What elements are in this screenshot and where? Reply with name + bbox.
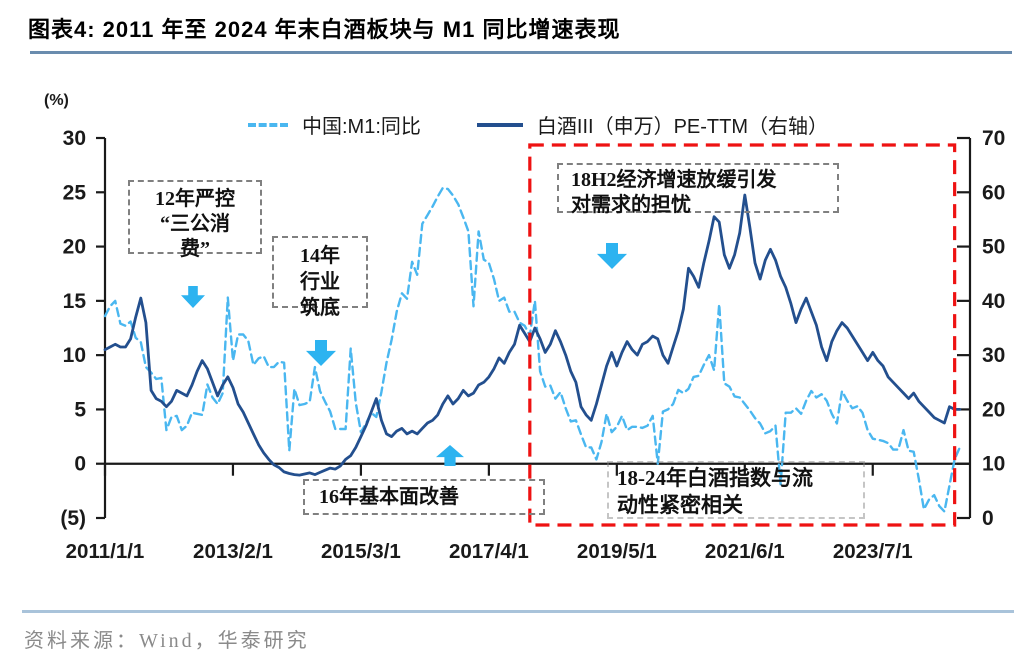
m1-series-line xyxy=(103,186,961,513)
right-axis-tick-label: 60 xyxy=(982,181,1005,204)
x-axis-tick-label: 2015/3/1 xyxy=(321,540,401,563)
annotation-18h2-slowdown: 18H2经济增速放缓引发 对需求的担忧 xyxy=(557,163,839,216)
x-axis-tick-label: 2011/1/1 xyxy=(66,540,145,563)
x-axis-tick-label: 2017/4/1 xyxy=(449,540,529,563)
left-axis-tick-label: 30 xyxy=(63,127,86,150)
legend-item-pe: 白酒III（申万）PE-TTM（右轴） xyxy=(421,110,828,139)
figure-title: 图表4: 2011 年至 2024 年末白酒板块与 M1 同比增速表现 xyxy=(28,17,621,42)
annotation-1824-liquidity: 18-24年白酒指数与流 动性紧密相关 xyxy=(607,461,865,519)
pe-legend-label: 白酒III（申万）PE-TTM（右轴） xyxy=(536,116,829,138)
left-axis-tick-label: 10 xyxy=(63,344,86,367)
legend-item-m1: 中国:M1:同比 xyxy=(248,110,421,139)
right-axis-tick-label: 20 xyxy=(982,398,1005,421)
right-axis-tick-label: 10 xyxy=(982,453,1005,476)
right-axis-tick-label: 70 xyxy=(982,127,1005,150)
x-axis-tick-label: 2023/7/1 xyxy=(833,540,913,563)
x-axis-tick-label: 2013/2/1 xyxy=(193,540,273,563)
x-axis-tick-label: 2019/5/1 xyxy=(577,540,657,563)
chart-legend: 中国:M1:同比 白酒III（申万）PE-TTM（右轴） xyxy=(248,110,828,139)
m1-legend-label: 中国:M1:同比 xyxy=(302,116,421,138)
source-note: 资料来源：Wind，华泰研究 xyxy=(24,630,310,652)
left-axis-tick-label: 25 xyxy=(63,181,87,204)
title-divider xyxy=(30,51,1012,54)
pe-line-sample-icon xyxy=(476,122,523,127)
right-axis-tick-label: 50 xyxy=(982,236,1005,259)
left-axis-unit-label: (%) xyxy=(44,92,69,109)
right-axis-tick-label: 30 xyxy=(982,344,1005,367)
right-axis-tick-label: 0 xyxy=(982,507,994,530)
left-axis-tick-label: 15 xyxy=(63,290,87,313)
left-axis-tick-label: (5) xyxy=(60,507,86,530)
x-axis-tick-label: 2021/6/1 xyxy=(705,540,785,563)
left-axis-tick-label: 5 xyxy=(74,398,86,421)
footer-divider xyxy=(22,610,1014,613)
highlight-region-rect xyxy=(528,143,957,527)
pe-series-line xyxy=(103,193,962,477)
annotation-2014-bottoming: 14年 行业 筑底 xyxy=(272,236,368,319)
annotation-2012-sangong: 12年严控 “三公消 费” xyxy=(128,180,262,260)
m1-line-sample-icon xyxy=(248,122,288,127)
left-axis-tick-label: 20 xyxy=(63,236,86,259)
annotation-2016-fundamentals: 16年基本面改善 xyxy=(303,479,545,515)
right-axis-tick-label: 40 xyxy=(982,290,1005,313)
left-axis-tick-label: 0 xyxy=(74,453,86,476)
